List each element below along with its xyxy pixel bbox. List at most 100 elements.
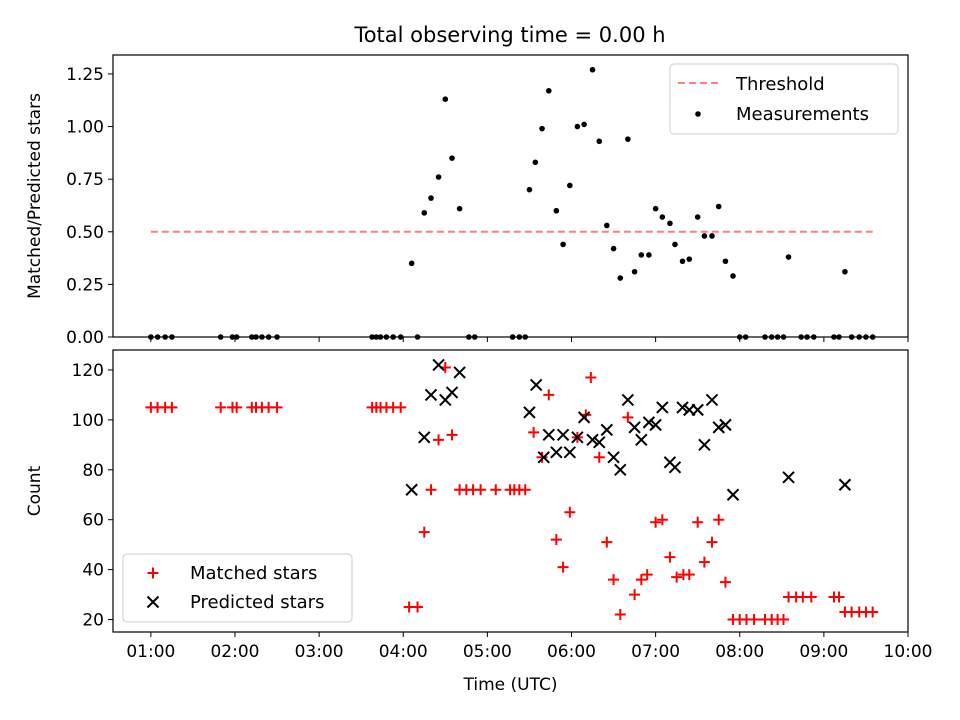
matched-star-point xyxy=(271,401,283,413)
measurement-point xyxy=(646,252,652,258)
measurement-point xyxy=(373,334,380,340)
matched-star-point xyxy=(683,569,695,581)
predicted-star-point xyxy=(838,478,852,491)
measurement-point xyxy=(522,334,529,340)
predicted-star-point xyxy=(676,401,689,414)
measurement-point xyxy=(596,138,603,145)
measurement-point xyxy=(722,258,729,265)
matched-star-point xyxy=(433,434,445,446)
matched-star-point xyxy=(543,389,555,401)
measurement-point xyxy=(785,254,792,260)
measurement-point xyxy=(369,334,375,340)
x-tick-label: 02:00 xyxy=(210,642,259,662)
predicted-star-point xyxy=(453,366,466,379)
measurement-point xyxy=(421,210,428,216)
legend-threshold-label: Threshold xyxy=(735,74,825,95)
measurement-point xyxy=(810,334,817,340)
matched-star-point xyxy=(698,556,710,568)
x-tick-label: 04:00 xyxy=(379,642,428,662)
measurement-point xyxy=(679,258,686,265)
x-tick-label: 03:00 xyxy=(295,642,344,662)
measurement-point xyxy=(162,334,168,340)
legend-box xyxy=(122,553,353,623)
matched-star-point xyxy=(425,484,437,496)
predicted-star-point xyxy=(635,433,648,447)
predicted-star-point xyxy=(445,386,459,399)
matched-star-point xyxy=(867,606,879,618)
measurement-point xyxy=(553,207,560,214)
measurement-point xyxy=(715,203,722,210)
y-tick-label: 0.25 xyxy=(66,275,104,295)
predicted-star-point xyxy=(593,436,606,449)
predicted-star-point xyxy=(628,421,641,434)
y-tick-label: 80 xyxy=(82,461,104,481)
x-tick-label: 06:00 xyxy=(547,642,596,662)
measurement-point xyxy=(229,334,236,340)
legend-predicted-label: Predicted stars xyxy=(190,592,324,613)
x-axis-label: Time (UTC) xyxy=(463,675,558,695)
matched-star-point xyxy=(418,526,430,538)
matched-star-point xyxy=(833,591,845,603)
predicted-star-point xyxy=(571,431,584,444)
x-tick-label: 08:00 xyxy=(715,642,764,662)
y-tick-label: 20 xyxy=(82,611,104,631)
measurement-point xyxy=(435,174,442,180)
measurement-point xyxy=(265,334,272,340)
measurement-point xyxy=(856,334,863,340)
measurement-point xyxy=(701,233,708,239)
measurement-point xyxy=(449,155,455,161)
measurement-point xyxy=(869,334,876,340)
x-tick-label: 07:00 xyxy=(631,642,680,662)
legend-measurement-label: Measurements xyxy=(736,104,869,125)
y-tick-label: 1.25 xyxy=(66,65,104,85)
measurement-point xyxy=(148,334,154,340)
predicted-star-point xyxy=(556,428,570,442)
x-tick-label: 05:00 xyxy=(463,642,512,662)
measurement-point xyxy=(397,334,404,340)
measurement-point xyxy=(589,66,596,73)
figure-title: Total observing time = 0.00 h xyxy=(353,23,665,47)
matched-star-point xyxy=(713,514,725,526)
matched-star-point xyxy=(412,601,424,613)
legend-predicted-swatch xyxy=(146,595,160,609)
predicted-star-point xyxy=(712,421,725,434)
measurement-point xyxy=(233,334,240,340)
predicted-star-point xyxy=(424,388,438,402)
predicted-star-point xyxy=(614,463,627,476)
measurement-point xyxy=(736,334,743,340)
measurement-point xyxy=(652,205,659,212)
matched-star-point xyxy=(622,411,634,423)
predicted-star-point xyxy=(563,446,577,459)
x-tick-label: 01:00 xyxy=(126,642,175,662)
measurement-point xyxy=(169,334,175,340)
matched-star-point xyxy=(536,451,548,463)
matched-star-point xyxy=(706,536,718,548)
matched-star-point xyxy=(446,429,458,441)
predicted-star-point xyxy=(432,358,445,372)
x-tick-label: 09:00 xyxy=(799,642,848,662)
measurement-point xyxy=(581,121,587,128)
measurement-point xyxy=(774,334,781,340)
measurement-point xyxy=(574,123,581,130)
predicted-star-point xyxy=(550,446,563,459)
y-tick-label: 0.75 xyxy=(66,170,104,190)
measurement-point xyxy=(667,220,673,227)
measurement-point xyxy=(686,256,693,262)
measurement-point xyxy=(694,214,701,220)
measurement-point xyxy=(545,87,552,94)
matched-star-point xyxy=(777,614,789,626)
legend: Threshold Measurements xyxy=(669,63,899,135)
measurement-point xyxy=(672,241,678,248)
predicted-star-point xyxy=(523,406,536,419)
measurement-point xyxy=(377,334,384,340)
matched-star-point xyxy=(650,516,662,528)
measurement-point xyxy=(259,334,265,340)
matched-star-point xyxy=(614,609,626,621)
measurement-point xyxy=(249,334,255,340)
predicted-star-point xyxy=(529,378,543,392)
measurement-point xyxy=(798,334,804,340)
measurement-point xyxy=(863,334,869,340)
predicted-star-point xyxy=(600,423,614,437)
y-axis-label: Matched/Predicted stars xyxy=(25,93,45,299)
